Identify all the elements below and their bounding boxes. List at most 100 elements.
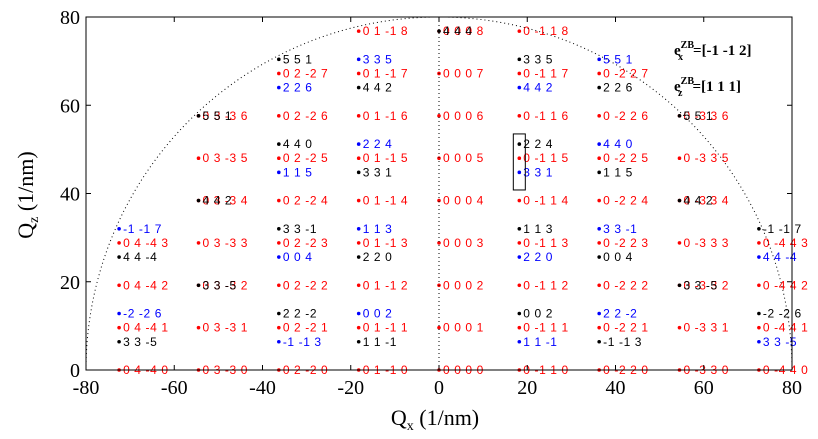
reflection-marker-red: [356, 114, 361, 118]
y-tick-label: 20: [60, 272, 80, 294]
reflection-marker-black: [597, 85, 601, 90]
reflection-label-black: 3 3 -5: [123, 335, 157, 349]
reflection-label-black: 3 3 -1: [283, 222, 317, 236]
reflection-label-blue: -2 -2 6: [123, 307, 162, 321]
reflection-marker-red: [517, 114, 522, 118]
reflection-label-blue: -1 -1 7: [123, 222, 162, 236]
reflection-marker-red: [117, 241, 121, 245]
reflection-label-red: 0 2 -2 1: [283, 321, 329, 335]
reflection-marker-red: [277, 71, 281, 76]
reflection-marker-black: [757, 311, 761, 316]
reflection-marker-red: [677, 156, 682, 160]
reflection-marker-red: [356, 198, 361, 203]
reflection-label-red: 0 0 0 4: [443, 194, 484, 208]
reflection-marker-black: [677, 114, 682, 118]
reflection-label-red: 0 -1 1 3: [523, 236, 569, 250]
reflection-label-red: 0 1 -1 7: [363, 66, 409, 80]
reflection-marker-red: [196, 241, 201, 245]
reflection-label-black: 1 1 -1: [363, 335, 397, 349]
x-tick-label: -80: [73, 377, 100, 399]
reflection-marker-red: [757, 283, 761, 288]
reflection-label-red: 0 0 0 3: [443, 236, 484, 250]
reflection-marker-red: [517, 198, 522, 203]
reflection-marker-red: [517, 156, 522, 160]
reflection-label-black: -2 -2 6: [763, 307, 802, 321]
reflection-label-red: 0 -3 3 1: [683, 321, 729, 335]
reflection-label-red: 0 0 0 1: [443, 321, 484, 335]
reflection-label-black: 2 2 6: [603, 81, 633, 95]
reflection-label-black: -1 -1 7: [763, 222, 802, 236]
reflection-marker-black: [356, 255, 361, 259]
x-tick-label: 0: [434, 377, 444, 399]
reflection-marker-red: [277, 156, 281, 160]
x-tick-label: 80: [782, 377, 802, 399]
reflection-label-black: 4 4 2: [363, 81, 393, 95]
reflection-marker-red: [597, 156, 601, 160]
reflection-marker-black: [597, 255, 601, 259]
reflection-label-red: 0 -1 1 8: [523, 24, 569, 38]
reflection-marker-red: [277, 241, 281, 245]
reflection-marker-blue: [277, 255, 281, 259]
reflection-marker-black: [277, 227, 281, 231]
reflection-marker-blue: [356, 57, 361, 62]
reflection-marker-black: [117, 339, 121, 344]
reflection-marker-blue: [277, 170, 281, 175]
x-tick-label: -40: [249, 377, 276, 399]
reflection-label-red: 0 2 -2 2: [283, 278, 329, 292]
reflection-marker-blue: [597, 142, 601, 146]
reflection-label-red: 0 3 -3 5: [203, 151, 249, 165]
reflection-marker-blue: [356, 142, 361, 146]
reflection-label-black: 5 5 1: [283, 52, 313, 66]
reflection-label-red: 0 -4 4 2: [763, 278, 809, 292]
reflection-marker-red: [117, 283, 121, 288]
reflection-marker-blue: [597, 227, 601, 231]
reflection-label-red: 0 1 -1 2: [363, 278, 409, 292]
reflection-marker-black: [597, 170, 601, 175]
reflection-label-red: 0 -1 1 1: [523, 321, 569, 335]
reflection-label-red: 0 1 -1 4: [363, 194, 409, 208]
reflection-label-red: 0 2 -2 5: [283, 151, 329, 165]
reflection-label-red: 0 1 -1 8: [363, 24, 409, 38]
reflection-label-red: 0 3 -3 4: [203, 194, 249, 208]
reflection-label-black: 3 3 -5: [683, 278, 717, 292]
reflection-marker-red: [277, 198, 281, 203]
reflection-label-blue: 2 2 6: [283, 81, 313, 95]
reflection-label-blue: 1 1 3: [363, 222, 393, 236]
reflection-label-black: 4 4 4: [443, 24, 473, 38]
reflection-label-blue: 4 4 -4: [763, 250, 797, 264]
reflection-marker-red: [356, 71, 361, 76]
reflection-label-red: 0 -3 3 4: [683, 194, 729, 208]
reflection-marker-blue: [597, 311, 601, 316]
reflection-marker-red: [517, 29, 522, 33]
x-tick-label: 20: [517, 377, 537, 399]
reflection-marker-red: [517, 241, 522, 245]
reflection-marker-blue: [517, 85, 522, 90]
x-tick-label: 40: [606, 377, 626, 399]
reflection-marker-red: [356, 283, 361, 288]
reflection-marker-black: [277, 311, 281, 316]
reflection-label-black: 4 4 -4: [123, 250, 157, 264]
reflection-label-black: 2 2 0: [363, 250, 393, 264]
x-tick-label: -20: [337, 377, 364, 399]
reflection-marker-blue: [517, 339, 522, 344]
reflection-label-black: 3 3 1: [363, 165, 393, 179]
reflection-marker-blue: [277, 339, 281, 344]
reflection-marker-black: [196, 198, 201, 203]
reflection-label-red: 0 -1 1 7: [523, 66, 569, 80]
reflection-label-blue: 3 3 -1: [603, 222, 637, 236]
reflection-label-red: 0 -1 1 6: [523, 109, 569, 123]
reflection-marker-red: [196, 156, 201, 160]
reflection-marker-red: [356, 29, 361, 33]
reflection-label-red: 0 0 0 5: [443, 151, 484, 165]
reflection-label-red: 0 1 -1 5: [363, 151, 409, 165]
y-tick-label: 60: [60, 95, 80, 117]
reflection-marker-black: [517, 57, 522, 62]
reflection-label-blue: 3 3 1: [523, 165, 553, 179]
reflection-marker-red: [677, 325, 682, 330]
reflection-marker-black: [356, 339, 361, 344]
reflection-label-black: 5 5 1: [683, 109, 713, 123]
reflection-marker-black: [757, 227, 761, 231]
reflection-label-blue: 2 2 4: [363, 137, 393, 151]
reflection-label-blue: 1 1 -1: [523, 335, 557, 349]
reflection-marker-blue: [757, 339, 761, 344]
